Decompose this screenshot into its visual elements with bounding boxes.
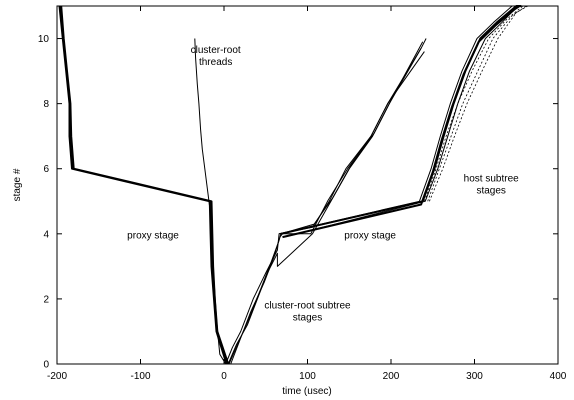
annotation-label: cluster-root threads: [191, 45, 241, 68]
series-line-7: [228, 41, 424, 365]
x-tick-label: 200: [383, 371, 400, 382]
series-line-14: [429, 5, 529, 202]
annotation-line: proxy stage: [127, 231, 179, 242]
series-line-11: [278, 5, 518, 235]
series-line-8: [280, 5, 522, 235]
annotation-layer: cluster-root threads proxy stage proxy stag…: [127, 45, 519, 323]
x-tick-label: -200: [47, 371, 67, 382]
series-layer: [58, 5, 529, 365]
series-line-12: [427, 5, 527, 202]
series-line-3: [194, 38, 227, 365]
annotation-label: proxy stage: [344, 231, 396, 242]
x-tick-label: -100: [130, 371, 150, 382]
y-tick-label: 6: [43, 164, 49, 175]
x-tick-label: 300: [466, 371, 483, 382]
y-axis: 0 2 4 6 8 10: [38, 34, 558, 371]
series-line-9: [282, 5, 521, 239]
x-axis-label: time (usec): [282, 386, 331, 397]
annotation-label: host subtree stages: [464, 174, 519, 197]
x-axis: -200 -100 0 100 200 300 400: [47, 6, 567, 382]
annotation-label: cluster-root subtree stages: [264, 301, 351, 324]
y-axis-label: stage #: [12, 168, 23, 201]
x-tick-label: 0: [221, 371, 227, 382]
y-tick-label: 0: [43, 360, 49, 371]
annotation-line: cluster-root: [191, 45, 241, 56]
annotation-line: stages: [476, 186, 505, 197]
annotation-line: cluster-root subtree: [264, 301, 351, 312]
annotation-line: proxy stage: [344, 231, 396, 242]
series-line-2: [58, 5, 228, 365]
y-tick-label: 8: [43, 99, 49, 110]
annotation-label: proxy stage: [127, 231, 179, 242]
series-line-5: [227, 48, 422, 365]
x-tick-label: 400: [550, 371, 567, 382]
annotation-line: threads: [199, 57, 232, 68]
annotation-line: stages: [293, 313, 322, 324]
series-line-10: [283, 5, 523, 238]
series-line-13: [424, 5, 524, 202]
y-tick-label: 2: [43, 294, 49, 305]
y-tick-label: 4: [43, 229, 49, 240]
x-tick-label: 100: [299, 371, 316, 382]
series-line-4: [225, 38, 427, 365]
y-tick-label: 10: [38, 34, 50, 45]
annotation-line: host subtree: [464, 174, 519, 185]
